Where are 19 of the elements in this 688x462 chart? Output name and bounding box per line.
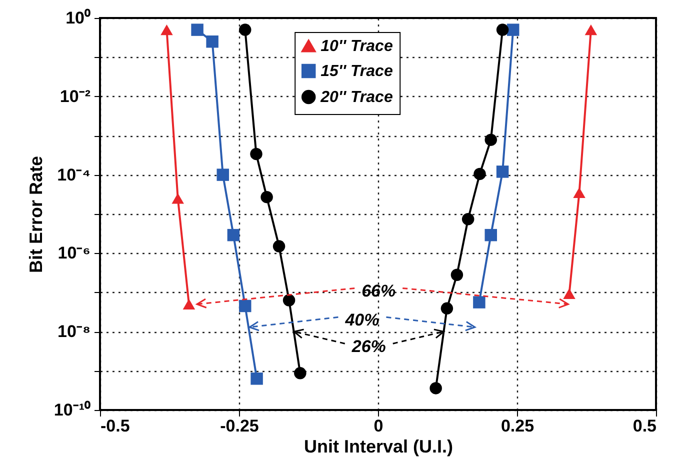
y-axis-title: Bit Error Rate bbox=[26, 156, 46, 274]
x-tick-label: 0.5 bbox=[632, 416, 656, 436]
annotation: 40% bbox=[344, 310, 380, 330]
legend-label: 10'' Trace bbox=[320, 38, 393, 55]
y-tick-label: 10⁻⁶ bbox=[58, 244, 90, 263]
y-tick-label: 10⁻⁴ bbox=[57, 165, 90, 184]
y-tick-label: 10⁻² bbox=[60, 86, 91, 106]
y-tick-label: 10⁻¹⁰ bbox=[54, 400, 90, 420]
x-tick-label: -0.25 bbox=[220, 416, 259, 436]
x-axis-title: Unit Interval (U.I.) bbox=[304, 436, 454, 456]
legend-label: 15'' Trace bbox=[320, 63, 393, 80]
legend-label: 20'' Trace bbox=[320, 89, 393, 106]
y-tick-label: 10⁰ bbox=[66, 8, 90, 28]
x-tick-label: 0.25 bbox=[500, 416, 534, 436]
x-tick-label: 0 bbox=[374, 416, 384, 436]
x-tick-label: -0.5 bbox=[100, 416, 130, 436]
annotation: 66% bbox=[362, 282, 396, 301]
annotation: 26% bbox=[350, 337, 386, 356]
y-tick-label: 10⁻⁸ bbox=[58, 322, 90, 342]
